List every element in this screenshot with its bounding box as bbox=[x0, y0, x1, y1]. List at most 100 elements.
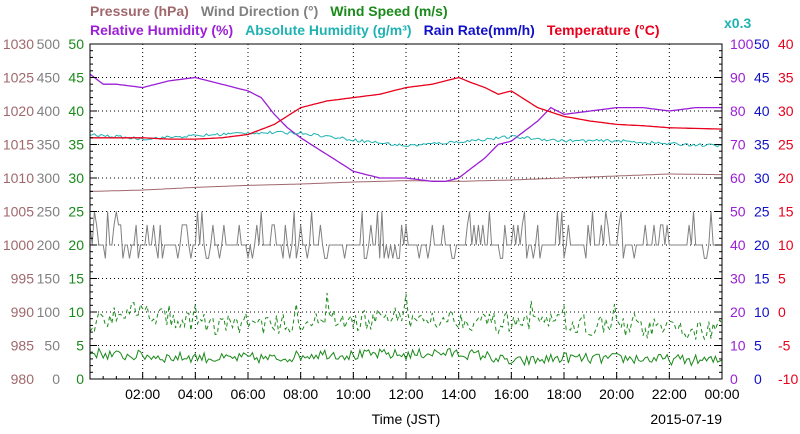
legend-relative-humidity: Relative Humidity (%) bbox=[90, 22, 233, 38]
y-tick-rain-rate: 5 bbox=[754, 338, 762, 354]
y-tick-rain-rate: 0 bbox=[754, 371, 762, 387]
y-tick-temperature: 10 bbox=[778, 237, 794, 253]
series-wind-speed-gust bbox=[89, 292, 723, 341]
axes: 02:00 04:00 06:00 08:00 10:00 12:00 14:00 16:00… bbox=[3, 36, 799, 427]
y-tick-rain-rate: 45 bbox=[754, 70, 770, 86]
y-tick-rain-rate: 30 bbox=[754, 170, 770, 186]
y-tick-relative-humidity: 0 bbox=[730, 371, 738, 387]
y-tick-wind-speed: 35 bbox=[68, 137, 84, 153]
legend-wind-direction: Wind Direction (°) bbox=[201, 3, 318, 19]
y-tick-pressure: 995 bbox=[11, 271, 35, 287]
x-tick-label: 22:00 bbox=[652, 386, 687, 402]
date-label: 2015-07-19 bbox=[650, 411, 722, 427]
y-tick-rain-rate: 40 bbox=[754, 103, 770, 119]
y-tick-wind-direction: 0 bbox=[52, 371, 60, 387]
y-tick-relative-humidity: 90 bbox=[730, 70, 746, 86]
x-tick-label: 00:00 bbox=[704, 386, 739, 402]
y-tick-pressure: 1025 bbox=[3, 70, 34, 86]
y-tick-wind-speed: 10 bbox=[68, 304, 84, 320]
y-tick-temperature: 20 bbox=[778, 170, 794, 186]
x-tick-label: 16:00 bbox=[494, 386, 529, 402]
y-tick-wind-direction: 50 bbox=[44, 338, 60, 354]
series-relative-humidity bbox=[89, 73, 722, 183]
legend-wind-speed: Wind Speed (m/s) bbox=[330, 3, 447, 19]
y-tick-temperature: 15 bbox=[778, 204, 794, 220]
y-tick-wind-direction: 150 bbox=[37, 271, 61, 287]
y-tick-relative-humidity: 70 bbox=[730, 137, 746, 153]
y-tick-wind-direction: 300 bbox=[37, 170, 61, 186]
y-tick-wind-direction: 400 bbox=[37, 103, 61, 119]
x-tick-label: 02:00 bbox=[125, 386, 160, 402]
x-tick-label: 18:00 bbox=[546, 386, 581, 402]
y-tick-rain-rate: 20 bbox=[754, 237, 770, 253]
x-axis-label: Time (JST) bbox=[372, 411, 441, 427]
y-tick-rain-rate: 35 bbox=[754, 137, 770, 153]
y-tick-temperature: -10 bbox=[778, 371, 798, 387]
absolute-humidity-multiplier: x0.3 bbox=[724, 15, 751, 31]
y-tick-wind-direction: 200 bbox=[37, 237, 61, 253]
series-wind-direction bbox=[89, 211, 722, 259]
y-tick-wind-direction: 450 bbox=[37, 70, 61, 86]
y-tick-relative-humidity: 40 bbox=[730, 237, 746, 253]
y-tick-pressure: 985 bbox=[11, 338, 35, 354]
y-tick-wind-direction: 100 bbox=[37, 304, 61, 320]
y-tick-rain-rate: 25 bbox=[754, 204, 770, 220]
y-tick-wind-direction: 500 bbox=[37, 36, 61, 52]
x-tick-label: 14:00 bbox=[441, 386, 476, 402]
y-tick-relative-humidity: 10 bbox=[730, 338, 746, 354]
grid bbox=[90, 44, 722, 379]
y-tick-wind-direction: 250 bbox=[37, 204, 61, 220]
legend-rain-rate: Rain Rate(mm/h) bbox=[424, 22, 535, 38]
y-tick-rain-rate: 10 bbox=[754, 304, 770, 320]
y-tick-wind-speed: 40 bbox=[68, 103, 84, 119]
y-tick-wind-speed: 0 bbox=[76, 371, 84, 387]
y-tick-temperature: 40 bbox=[778, 36, 794, 52]
legend-temperature: Temperature (°C) bbox=[547, 22, 660, 38]
y-tick-pressure: 1015 bbox=[3, 137, 34, 153]
x-tick-label: 04:00 bbox=[178, 386, 213, 402]
x-tick-label: 12:00 bbox=[388, 386, 423, 402]
y-tick-wind-speed: 30 bbox=[68, 170, 84, 186]
x-tick-label: 08:00 bbox=[283, 386, 318, 402]
y-tick-relative-humidity: 100 bbox=[730, 36, 754, 52]
y-tick-wind-direction: 350 bbox=[37, 137, 61, 153]
y-tick-temperature: 5 bbox=[778, 271, 786, 287]
y-tick-temperature: 30 bbox=[778, 103, 794, 119]
y-tick-pressure: 1000 bbox=[3, 237, 34, 253]
y-tick-pressure: 1030 bbox=[3, 36, 34, 52]
y-tick-relative-humidity: 60 bbox=[730, 170, 746, 186]
series-wind-speed-avg bbox=[89, 347, 723, 367]
y-tick-relative-humidity: 30 bbox=[730, 271, 746, 287]
x-tick-label: 10:00 bbox=[336, 386, 371, 402]
y-tick-wind-speed: 20 bbox=[68, 237, 84, 253]
y-tick-wind-speed: 25 bbox=[68, 204, 84, 220]
legend: Pressure (hPa) Wind Direction (°) Wind Spe… bbox=[90, 3, 751, 38]
y-tick-wind-speed: 45 bbox=[68, 70, 84, 86]
legend-pressure: Pressure (hPa) bbox=[90, 3, 189, 19]
series-absolute-humidity bbox=[89, 130, 723, 148]
y-tick-pressure: 990 bbox=[11, 304, 35, 320]
y-tick-wind-speed: 50 bbox=[68, 36, 84, 52]
series-lines bbox=[89, 73, 723, 380]
y-tick-temperature: 35 bbox=[778, 70, 794, 86]
y-tick-pressure: 1020 bbox=[3, 103, 34, 119]
legend-absolute-humidity: Absolute Humidity (g/m³) bbox=[245, 22, 411, 38]
x-tick-label: 20:00 bbox=[599, 386, 634, 402]
series-temperature bbox=[90, 76, 723, 140]
y-tick-pressure: 1005 bbox=[3, 204, 34, 220]
y-tick-wind-speed: 15 bbox=[68, 271, 84, 287]
y-tick-pressure: 980 bbox=[11, 371, 35, 387]
x-tick-label: 06:00 bbox=[230, 386, 265, 402]
y-tick-wind-speed: 5 bbox=[76, 338, 84, 354]
series-pressure bbox=[89, 173, 723, 192]
y-tick-temperature: 25 bbox=[778, 137, 794, 153]
y-tick-temperature: 0 bbox=[778, 304, 786, 320]
y-tick-rain-rate: 15 bbox=[754, 271, 770, 287]
y-tick-pressure: 1010 bbox=[3, 170, 34, 186]
y-tick-rain-rate: 50 bbox=[754, 36, 770, 52]
y-tick-temperature: -5 bbox=[778, 338, 791, 354]
y-tick-relative-humidity: 80 bbox=[730, 103, 746, 119]
y-tick-relative-humidity: 50 bbox=[730, 204, 746, 220]
y-tick-relative-humidity: 20 bbox=[730, 304, 746, 320]
